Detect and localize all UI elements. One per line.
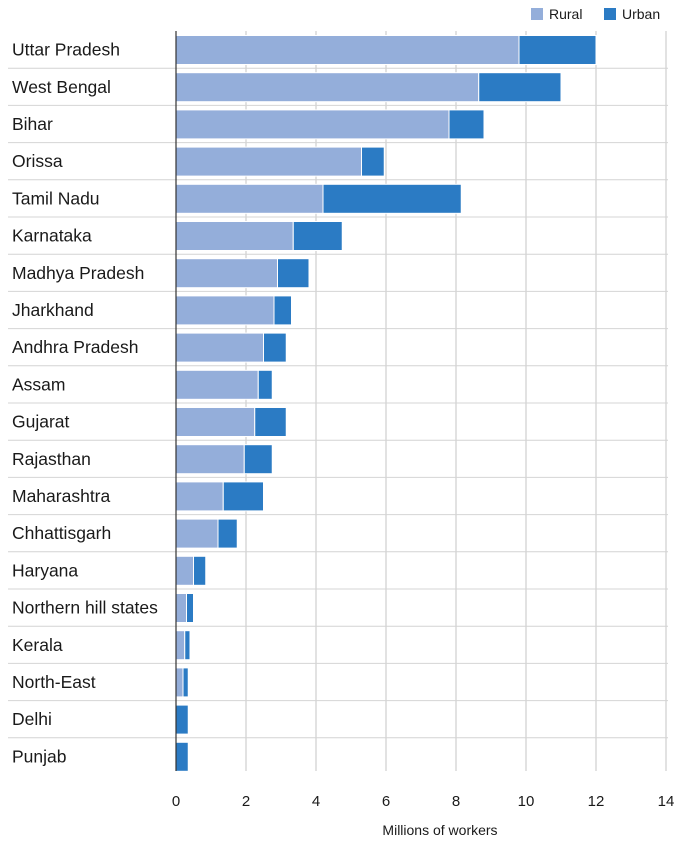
category-label: Assam — [12, 374, 65, 394]
x-tick-label: 4 — [312, 793, 320, 810]
bar-urban-haryana — [193, 555, 207, 586]
category-label: West Bengal — [12, 77, 111, 97]
x-axis-title: Millions of workers — [382, 822, 497, 838]
bar-urban-bihar — [448, 109, 485, 140]
legend-swatch-urban — [604, 8, 616, 20]
bar-rural-north-east — [175, 667, 184, 698]
legend-swatch-rural — [531, 8, 543, 20]
bar-rural-uttar-pradesh — [175, 35, 520, 65]
bar-rural-gujarat — [175, 407, 256, 437]
bar-urban-karnataka — [292, 221, 343, 251]
category-label: Northern hill states — [12, 598, 158, 618]
bar-rural-jharkhand — [175, 295, 275, 326]
x-tick-label: 8 — [452, 793, 460, 810]
bar-urban-gujarat — [254, 407, 287, 437]
category-label: Chhattisgarh — [12, 523, 111, 543]
bar-urban-assam — [257, 369, 273, 400]
bar-urban-orissa — [361, 146, 385, 177]
category-label: Rajasthan — [12, 449, 91, 469]
bars — [175, 35, 597, 772]
bar-rural-west-bengal — [175, 72, 480, 103]
bar-urban-jharkhand — [273, 295, 292, 326]
bar-rural-orissa — [175, 146, 362, 177]
bar-urban-punjab — [175, 741, 189, 772]
bar-urban-andhra-pradesh — [263, 332, 287, 363]
x-tick-label: 10 — [518, 793, 535, 810]
x-tick-labels: 0 2 4 6 8 10 12 14 — [172, 793, 675, 810]
category-label: Kerala — [12, 635, 63, 655]
bar-urban-west-bengal — [478, 72, 562, 103]
x-tick-label: 12 — [588, 793, 605, 810]
category-label: Madhya Pradesh — [12, 263, 144, 283]
category-label: North-East — [12, 672, 96, 692]
category-label: Uttar Pradesh — [12, 40, 120, 60]
bar-urban-madhya-pradesh — [277, 258, 310, 289]
bar-urban-rajasthan — [243, 444, 273, 475]
category-label: Bihar — [12, 114, 53, 134]
category-label: Jharkhand — [12, 300, 94, 320]
category-label: Orissa — [12, 151, 63, 171]
bar-rural-rajasthan — [175, 444, 245, 475]
category-label: Andhra Pradesh — [12, 337, 138, 357]
category-label: Tamil Nadu — [12, 188, 100, 208]
x-tick-label: 2 — [242, 793, 250, 810]
bar-urban-kerala — [184, 630, 191, 661]
bar-urban-northern-hill-states — [186, 593, 194, 623]
legend-label-urban: Urban — [622, 6, 660, 22]
bar-rural-assam — [175, 369, 259, 400]
bar-rural-northern-hill-states — [175, 593, 187, 623]
x-tick-label: 6 — [382, 793, 390, 810]
bar-rural-kerala — [175, 630, 186, 661]
bar-rural-madhya-pradesh — [175, 258, 278, 289]
bar-urban-north-east — [182, 667, 189, 698]
category-label: Gujarat — [12, 412, 70, 432]
bar-urban-delhi — [175, 704, 189, 735]
bar-rural-bihar — [175, 109, 450, 140]
category-label: Karnataka — [12, 226, 92, 246]
bar-urban-uttar-pradesh — [518, 35, 597, 65]
x-tick-label: 0 — [172, 793, 180, 810]
bar-rural-maharashtra — [175, 481, 224, 512]
legend-label-rural: Rural — [549, 6, 582, 22]
x-tick-label: 14 — [658, 793, 675, 810]
bar-urban-maharashtra — [222, 481, 264, 512]
category-labels: Uttar Pradesh West Bengal Bihar Orissa Tamil… — [12, 40, 158, 767]
category-label: Maharashtra — [12, 486, 111, 506]
bar-rural-haryana — [175, 555, 194, 586]
gridlines — [245, 31, 667, 771]
category-label: Haryana — [12, 560, 78, 580]
bar-rural-andhra-pradesh — [175, 332, 264, 363]
bar-rural-chhattisgarh — [175, 518, 219, 549]
category-label: Punjab — [12, 746, 67, 766]
bar-rural-karnataka — [175, 221, 294, 251]
bar-urban-chhattisgarh — [217, 518, 238, 549]
row-separators — [8, 67, 668, 739]
bar-rural-tamil-nadu — [175, 183, 324, 214]
legend: Rural Urban — [531, 6, 660, 22]
bar-urban-tamil-nadu — [322, 183, 462, 214]
category-label: Delhi — [12, 709, 52, 729]
